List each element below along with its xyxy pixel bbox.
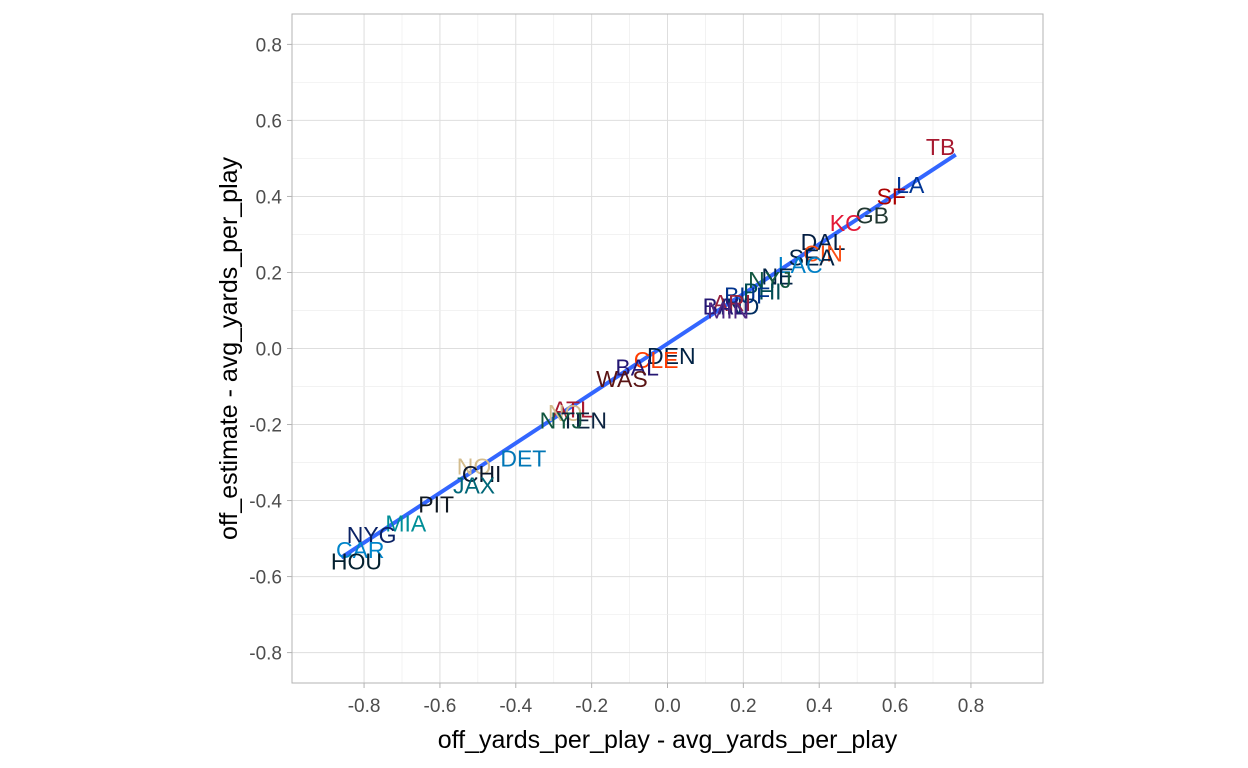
team-label-car: CAR <box>336 537 385 563</box>
x-tick-label: -0.6 <box>424 696 457 717</box>
team-label-tb: TB <box>926 134 955 160</box>
y-tick-label: -0.6 <box>249 568 282 589</box>
team-label-mia: MIA <box>385 510 427 536</box>
team-label-atl: ATL <box>552 396 593 422</box>
team-label-nyg: NYG <box>347 522 397 548</box>
team-label-jax: JAX <box>453 472 495 498</box>
team-label-den: DEN <box>647 343 696 369</box>
team-label-bal: BAL <box>703 294 747 320</box>
team-label-gb: GB <box>856 202 889 228</box>
team-label-ari: ARI <box>713 290 751 316</box>
team-label-hou: HOU <box>331 548 382 574</box>
x-tick-label: 0.0 <box>654 696 680 717</box>
x-tick-label: -0.4 <box>499 696 532 717</box>
x-tick-label: -0.2 <box>575 696 608 717</box>
fit-line-layer <box>340 152 957 560</box>
y-tick-label: 0.8 <box>256 35 282 56</box>
x-tick-label: -0.8 <box>348 696 381 717</box>
team-label-bal: BAL <box>615 355 659 381</box>
team-label-sea: SEA <box>789 244 836 270</box>
y-tick-label: -0.4 <box>249 492 282 513</box>
x-axis-ticks: -0.8 -0.6 -0.4 -0.2 0.0 0.2 0.4 0.6 0.8 <box>348 683 984 717</box>
team-label-phi: PHI <box>743 278 781 304</box>
y-axis-title: off_estimate - avg_yards_per_play <box>215 156 243 540</box>
team-label-ne: NE <box>762 263 794 289</box>
x-tick-label: 0.4 <box>806 696 833 717</box>
y-tick-label: 0.0 <box>256 340 282 361</box>
team-label-no: NO <box>457 453 492 479</box>
team-label-la: LA <box>896 172 925 198</box>
team-label-cle: CLE <box>634 347 679 373</box>
team-label-nyj: NYJ <box>748 267 791 293</box>
team-label-min: MIN <box>707 297 749 323</box>
y-tick-label: 0.2 <box>256 263 282 284</box>
x-tick-label: 0.8 <box>958 696 984 717</box>
team-labels: TBLASFGBKCDALCINSEALACNENYJPHIBUFINDARIB… <box>331 134 955 574</box>
team-label-dal: DAL <box>801 229 846 255</box>
y-tick-label: 0.4 <box>256 187 283 208</box>
x-axis-title: off_yards_per_play - avg_yards_per_play <box>438 726 898 754</box>
team-label-ind: IND <box>720 294 760 320</box>
team-label-was: WAS <box>596 366 648 392</box>
team-label-pit: PIT <box>418 491 454 517</box>
team-label-sf: SF <box>877 183 906 209</box>
fit-line <box>340 152 957 560</box>
team-label-lac: LAC <box>778 252 823 278</box>
y-axis-ticks: -0.8 -0.6 -0.4 -0.2 0.0 0.2 0.4 0.6 0.8 <box>249 35 292 665</box>
y-tick-label: -0.8 <box>249 644 282 665</box>
team-label-buf: BUF <box>724 282 770 308</box>
team-label-cin: CIN <box>803 240 843 266</box>
team-label-no: NO <box>548 400 583 426</box>
grid-lines <box>292 14 1043 683</box>
team-label-kc: KC <box>830 210 862 236</box>
x-tick-label: 0.2 <box>730 696 756 717</box>
team-label-nyj: NYJ <box>540 408 583 434</box>
team-label-ten: TEN <box>561 408 607 434</box>
team-label-chi: CHI <box>462 461 502 487</box>
x-tick-label: 0.6 <box>882 696 908 717</box>
y-tick-label: 0.6 <box>256 111 282 132</box>
team-label-det: DET <box>500 446 546 472</box>
y-tick-label: -0.2 <box>249 416 282 437</box>
